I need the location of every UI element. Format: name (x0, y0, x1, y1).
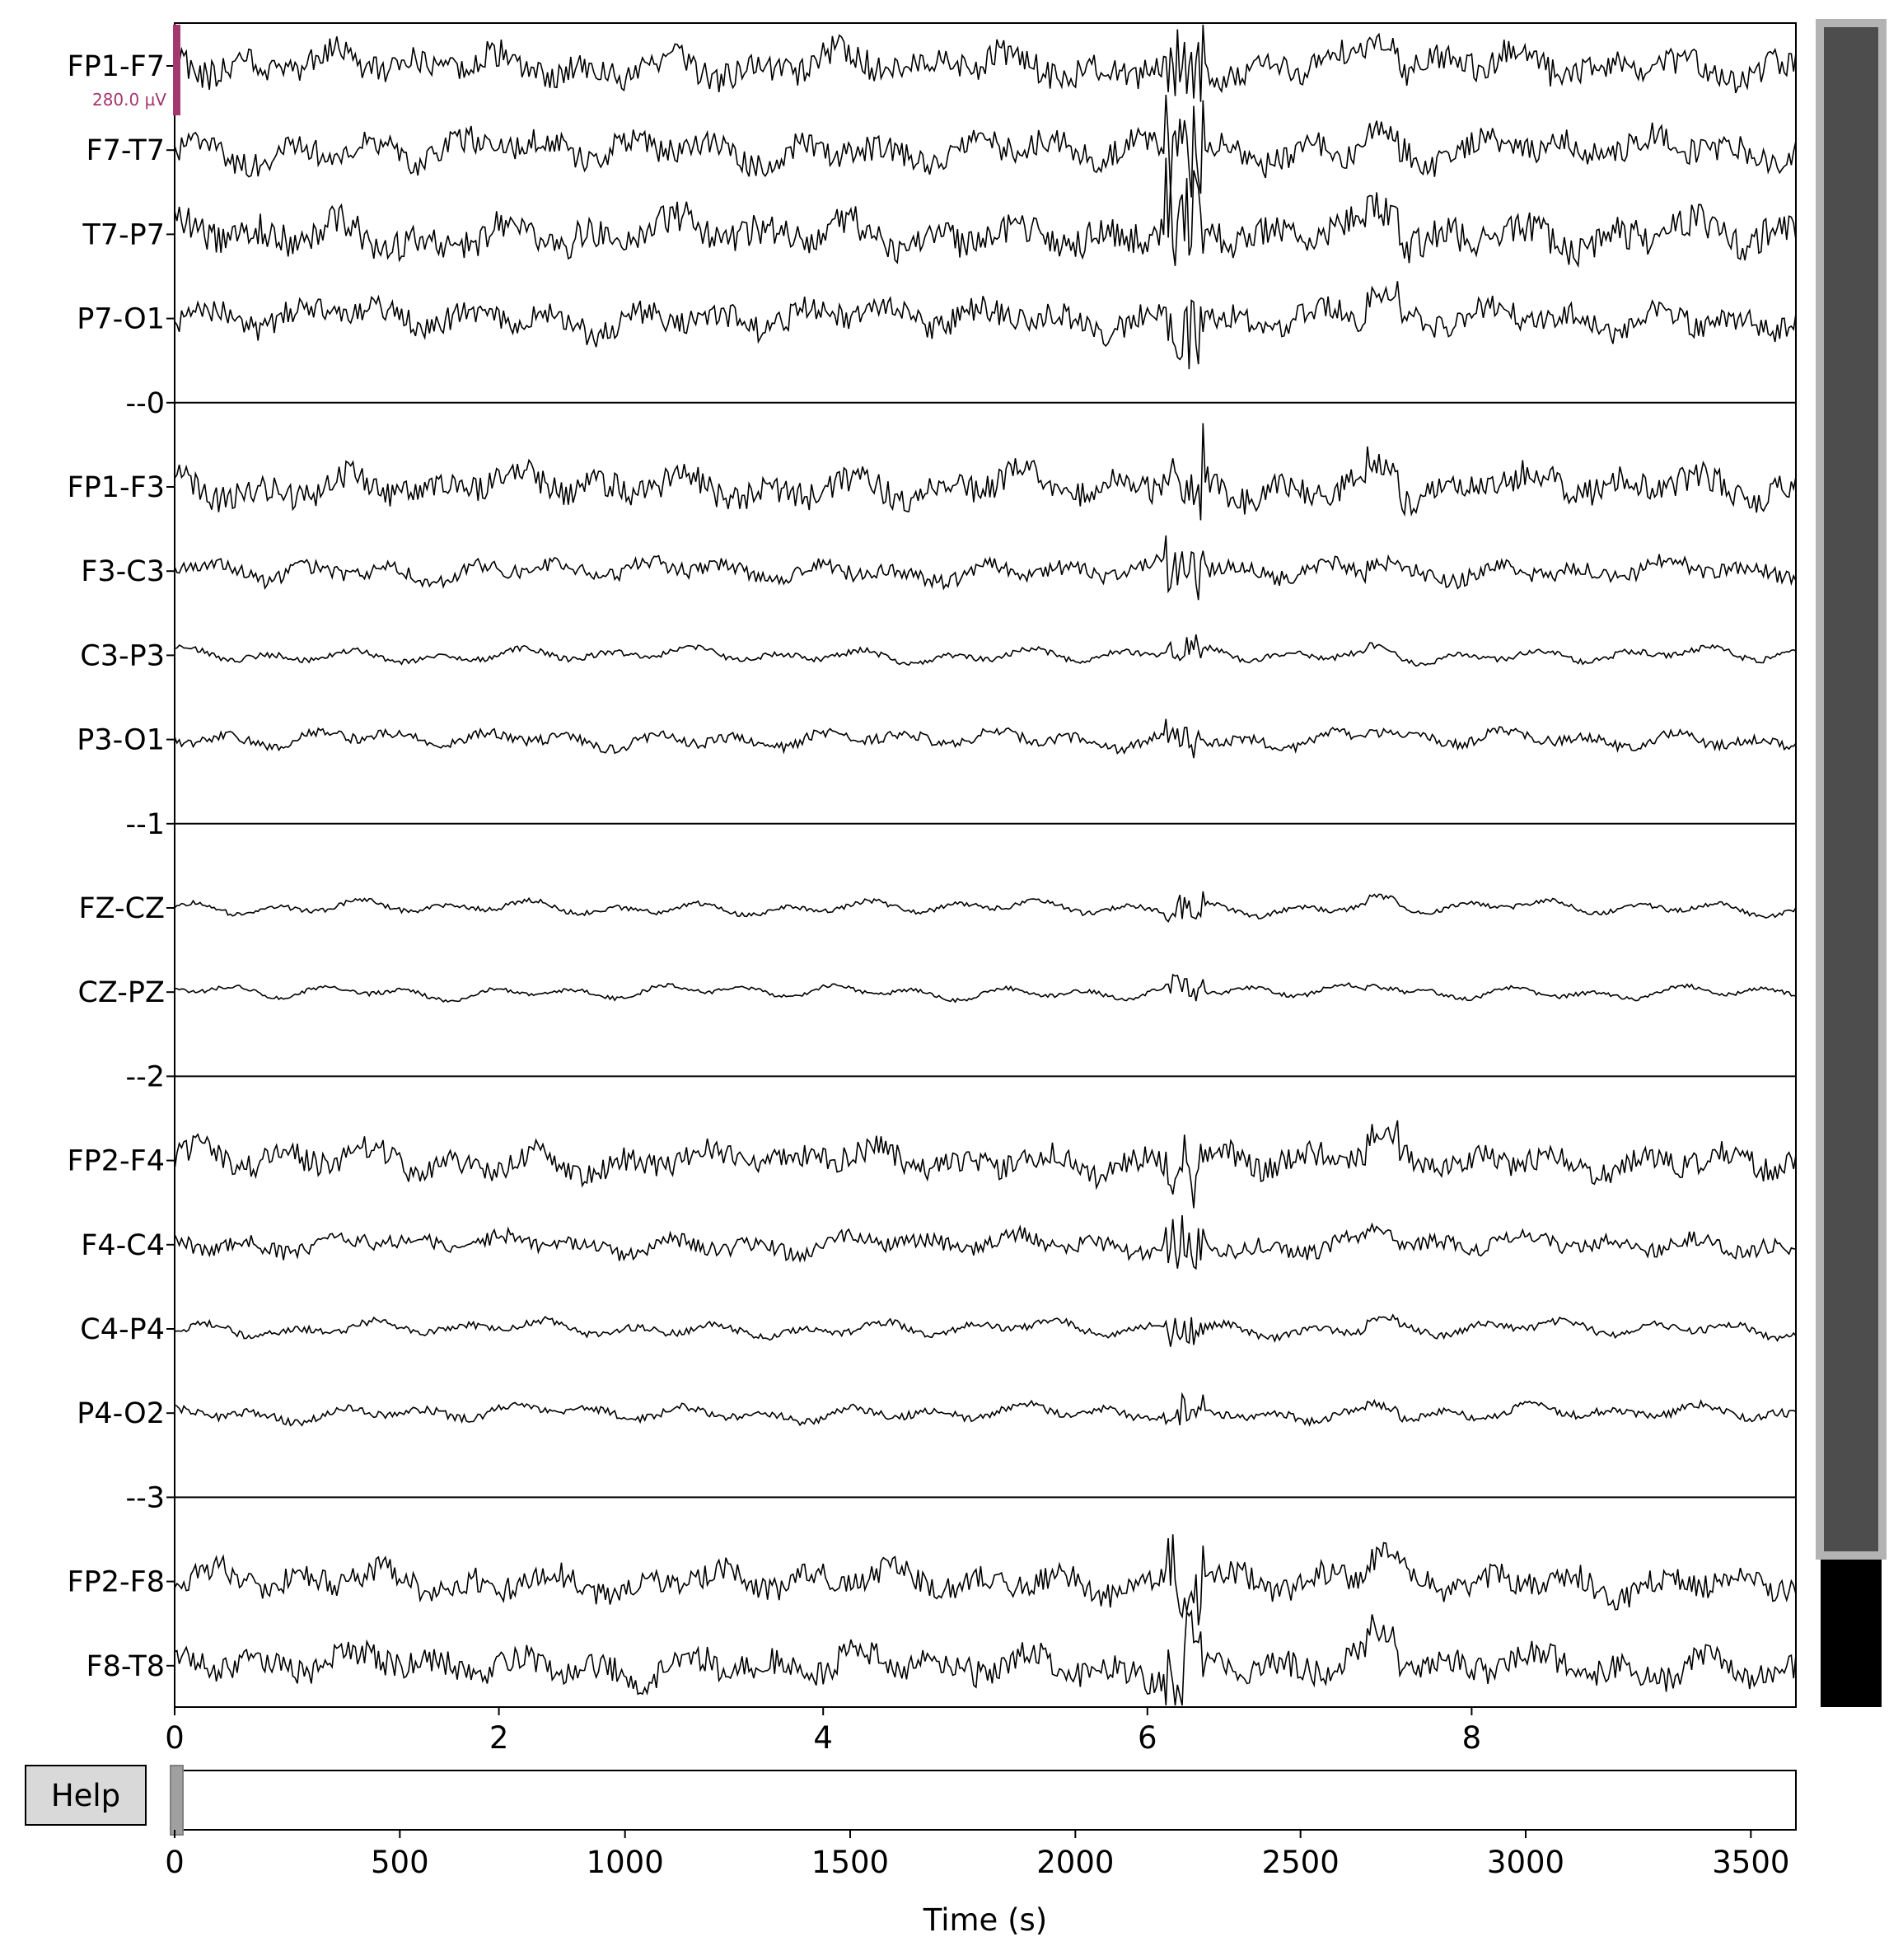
eeg-trace (174, 1214, 1797, 1270)
channel-label: P3-O1 (77, 724, 165, 757)
overview-axis-title: Time (s) (923, 1902, 1047, 1938)
eeg-trace (174, 1120, 1797, 1209)
channel-label: FZ-CZ (78, 892, 165, 925)
eeg-trace (174, 1313, 1797, 1347)
data-plot-frame[interactable] (174, 22, 1797, 1708)
eeg-trace (174, 423, 1797, 521)
eeg-trace (174, 535, 1797, 601)
scale-bar (173, 25, 180, 115)
separator-label: --0 (125, 387, 165, 420)
overview-tick-label: 2500 (1262, 1845, 1340, 1880)
channel-scrollbar-thumb[interactable] (1816, 19, 1887, 1560)
overview-tick-label: 0 (165, 1845, 185, 1880)
eeg-trace (174, 973, 1797, 1003)
overview-tick-label: 3000 (1487, 1845, 1564, 1880)
channel-label: FP1-F3 (67, 471, 165, 504)
channel-label: C3-P3 (80, 639, 165, 672)
channel-label: FP2-F8 (67, 1566, 165, 1599)
channel-label: F7-T7 (86, 134, 165, 167)
eeg-trace (174, 1392, 1797, 1427)
channel-label: FP1-F7 (67, 50, 165, 83)
eeg-trace (174, 94, 1797, 198)
eeg-trace (174, 281, 1797, 370)
eeg-trace (174, 1534, 1797, 1626)
eeg-trace (174, 157, 1797, 269)
time-axis: 0 2 4 6 8 (165, 1707, 1481, 1756)
help-button[interactable]: Help (25, 1765, 147, 1826)
channel-label: C4-P4 (80, 1313, 165, 1346)
channel-label: F4-C4 (81, 1229, 165, 1262)
channel-label: F3-C3 (81, 555, 165, 588)
time-tick-label: 4 (813, 1720, 833, 1756)
eeg-traces (174, 24, 1797, 1706)
channel-labels: FP1-F7 F7-T7 T7-P7 P7-O1 --0 FP1-F3 F3-C3 C3-P3… (67, 50, 175, 1683)
channel-label: F8-T8 (86, 1650, 165, 1683)
time-tick-label: 6 (1138, 1720, 1157, 1756)
time-tick-label: 2 (489, 1720, 509, 1756)
channel-label: T7-P7 (82, 218, 165, 251)
overview-bar[interactable] (174, 1770, 1797, 1831)
group-separators (175, 401, 1796, 1499)
eeg-trace (174, 718, 1797, 759)
eeg-trace (174, 634, 1797, 667)
channel-label: CZ-PZ (77, 976, 165, 1009)
channel-label: FP2-F4 (67, 1145, 165, 1178)
time-tick-label: 8 (1462, 1720, 1482, 1756)
overview-tick-label: 500 (371, 1845, 429, 1880)
scale-bar-label: 280.0 µV (92, 90, 166, 110)
eeg-trace (174, 1609, 1797, 1706)
channel-label: P7-O1 (77, 303, 165, 336)
overview-tick-label: 2000 (1036, 1845, 1114, 1880)
time-tick-label: 0 (165, 1720, 185, 1756)
channel-label: P4-O2 (77, 1397, 165, 1430)
separator-label: --2 (125, 1060, 165, 1093)
separator-label: --1 (125, 808, 165, 841)
overview-tick-label: 3500 (1712, 1845, 1789, 1880)
eeg-trace (174, 24, 1797, 102)
overview-axis: 0 500 1000 1500 2000 2500 3000 3500 (165, 1830, 1789, 1880)
overview-window-indicator[interactable] (170, 1765, 184, 1836)
overview-tick-label: 1500 (811, 1845, 889, 1880)
separator-label: --3 (125, 1481, 165, 1514)
overview-tick-label: 1000 (587, 1845, 664, 1880)
eeg-trace (174, 891, 1797, 923)
